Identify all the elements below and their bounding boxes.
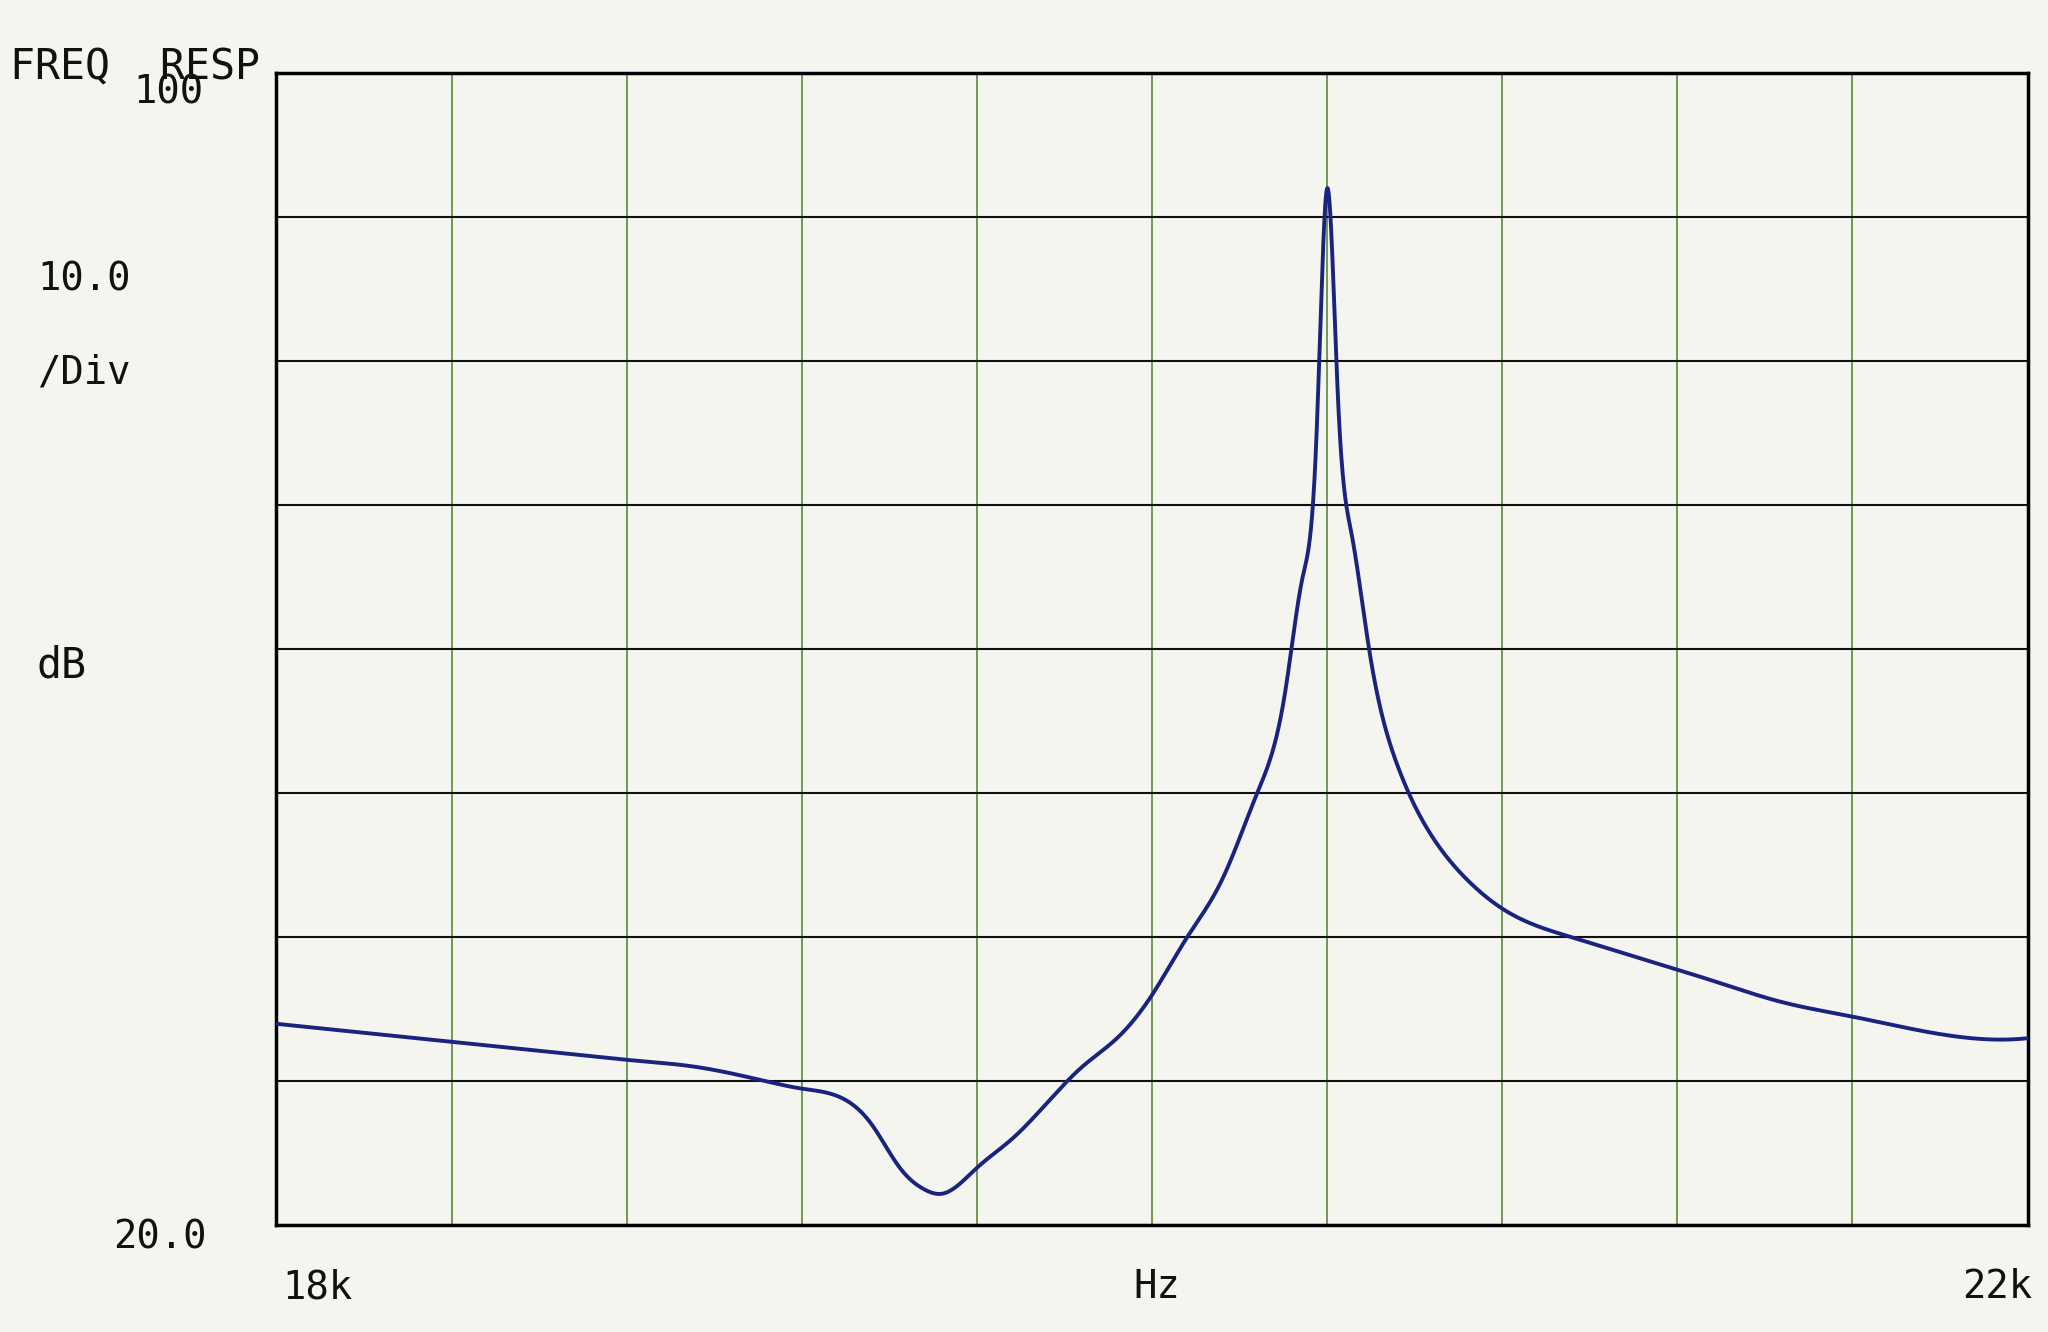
- Text: 18k: 18k: [283, 1268, 352, 1307]
- Text: FREQ  RESP: FREQ RESP: [10, 47, 260, 89]
- Text: 22k: 22k: [1962, 1268, 2032, 1307]
- Text: /Div: /Div: [37, 354, 131, 392]
- Text: dB: dB: [37, 645, 86, 687]
- Text: 100: 100: [133, 73, 203, 112]
- Text: Hz: Hz: [1135, 1268, 1180, 1307]
- Text: 10.0: 10.0: [37, 261, 131, 298]
- Text: 20.0: 20.0: [113, 1219, 207, 1257]
